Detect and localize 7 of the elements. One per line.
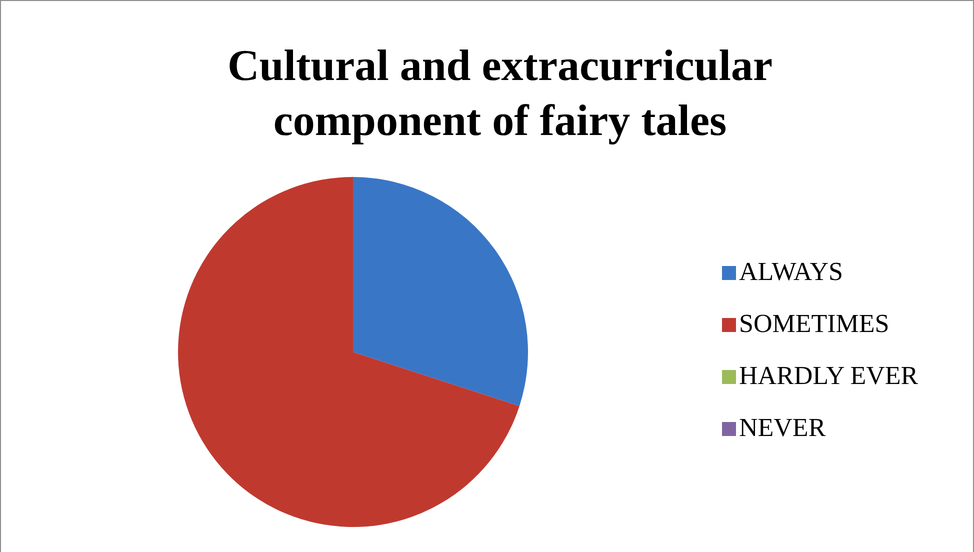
legend-label: ALWAYS [739, 256, 844, 286]
legend-label: HARDLY EVER [739, 360, 919, 390]
chart-title: Cultural and extracurricular component of fairy tales [227, 41, 773, 145]
legend-label: NEVER [739, 412, 826, 442]
legend-label: SOMETIMES [739, 308, 890, 338]
pie-slice [178, 177, 520, 527]
pie-slice [353, 177, 528, 406]
